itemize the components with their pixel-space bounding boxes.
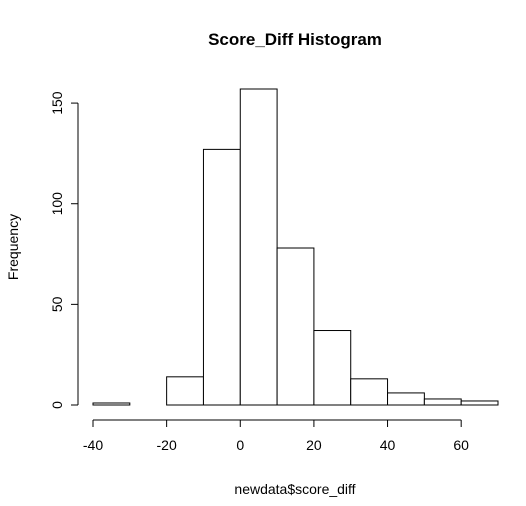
- histogram-bar-6: [313, 330, 352, 406]
- histogram-bar-4: [239, 88, 278, 406]
- x-tick-label: 0: [236, 437, 244, 453]
- chart-title: Score_Diff Histogram: [208, 30, 382, 49]
- histogram-bar-10: [460, 400, 499, 406]
- bars-group: [92, 88, 499, 406]
- y-tick-label: 100: [49, 192, 65, 216]
- histogram-bar-0: [92, 402, 131, 406]
- histogram-bar-7: [350, 378, 389, 406]
- y-tick-label: 150: [49, 91, 65, 115]
- x-tick-label: 40: [380, 437, 396, 453]
- histogram-bar-9: [423, 398, 462, 406]
- histogram-bar-8: [387, 392, 425, 406]
- y-tick-label: 0: [49, 401, 65, 409]
- x-tick-label: -40: [83, 437, 103, 453]
- histogram-bar-3: [202, 148, 241, 406]
- x-axis: -40 -20 0 20 40 60: [83, 419, 469, 453]
- y-axis: 0 50 100 150: [49, 91, 79, 409]
- x-tick-label: 60: [453, 437, 469, 453]
- y-tick-label: 50: [49, 296, 65, 312]
- x-tick-label: -20: [157, 437, 177, 453]
- y-axis-label: Frequency: [5, 214, 21, 280]
- x-axis-label: newdata$score_diff: [234, 481, 355, 497]
- histogram-bar-2: [166, 376, 204, 406]
- histogram-bar-5: [276, 247, 315, 406]
- x-tick-label: 20: [306, 437, 322, 453]
